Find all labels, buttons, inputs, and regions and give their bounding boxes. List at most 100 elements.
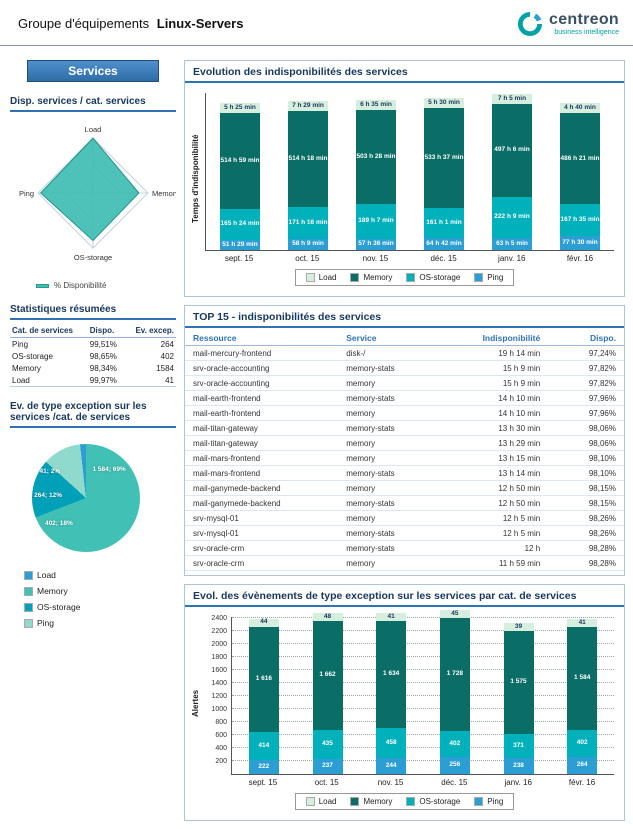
legend-swatch: [305, 273, 315, 282]
legend-swatch: [350, 797, 360, 806]
legend-label: OS-storage: [37, 602, 81, 612]
legend-item-os-storage: OS-storage: [406, 273, 460, 282]
bar-segment-os-storage: 402: [567, 730, 598, 757]
bar-segment-memory: 1 584: [567, 626, 598, 731]
table-cell: 13 h 30 min: [433, 420, 561, 436]
bar-segment-os-storage: 458: [376, 728, 407, 758]
availability-section: Evolution des indisponibilités des servi…: [184, 60, 625, 297]
y-tick-label: 400: [215, 745, 227, 753]
y-tick-label: 1200: [211, 693, 227, 700]
table-row: mail-mars-frontend memory-stats 13 h 14 mi…: [185, 465, 624, 481]
availability-legend: Load Memory OS-storage Ping: [294, 269, 515, 286]
bar-segment-memory: 1 616: [248, 626, 279, 733]
pie-legend: Load Memory OS-storage Ping: [24, 570, 176, 628]
gridline: [232, 642, 614, 644]
x-tick-label: janv. 16: [498, 254, 526, 263]
table-cell: memory-stats: [338, 495, 434, 511]
bar-slot: 41 1 634 458 244: [359, 613, 423, 774]
y-tick-label: 1000: [211, 706, 227, 714]
bar-segment-ping: 58 h 9 min: [288, 239, 328, 250]
table-cell: 97,82%: [560, 360, 624, 376]
radar-section-heading: Disp. services / cat. services: [10, 95, 176, 112]
legend-label: OS-storage: [419, 273, 461, 282]
bar-slot: 7 h 29 min 514 h 18 min 171 h 16 min 58 h 9…: [274, 93, 342, 250]
legend-swatch: [406, 797, 416, 806]
stacked-bar: 6 h 35 min 503 h 28 min 189 h 7 min 57 h 36…: [356, 99, 396, 250]
bar-segment-ping: 64 h 42 min: [424, 237, 464, 250]
table-cell: 98,10%: [560, 450, 624, 466]
table-row: mail-mercury-frontend disk-/19 h 14 min 97…: [185, 345, 624, 361]
stats-cell: 99,97%: [89, 375, 117, 385]
y-tick-label: 2400: [211, 614, 227, 622]
table-cell: 98,28%: [560, 555, 624, 571]
bar-slot: 6 h 35 min 503 h 28 min 189 h 7 min 57 h 36…: [342, 93, 410, 250]
legend-swatch: [24, 586, 33, 596]
table-cell: 12 h 50 min: [433, 495, 561, 511]
gridline: [232, 668, 614, 670]
stacked-bar: 48 1 662 435 237: [312, 613, 343, 774]
bar-segment-ping: 222: [248, 759, 279, 774]
table-cell: memory: [338, 480, 434, 496]
table-row: mail-mars-frontend memory 13 h 15 min 98,10…: [185, 450, 624, 466]
table-cell: memory-stats: [338, 390, 434, 406]
x-tick-label: sept. 15: [224, 254, 254, 263]
bar-segment-ping: 264: [567, 756, 598, 774]
stats-cell: 99,51%: [89, 339, 117, 349]
table-cell: mail-earth-frontend: [185, 405, 339, 421]
legend-swatch: [24, 602, 33, 612]
legend-swatch: [24, 570, 33, 580]
table-cell: memory: [338, 555, 434, 571]
events-ylabel: Alertes: [191, 689, 200, 717]
legend-item-load: Load: [305, 797, 336, 806]
bar-segment-os-storage: 167 h 35 min: [560, 204, 600, 236]
bar-slot: 4 h 40 min 486 h 21 min 167 h 35 min 77 h 3…: [546, 93, 614, 250]
main-content: Evolution des indisponibilités des servi…: [184, 60, 625, 829]
bar-segment-memory: 497 h 6 min: [492, 103, 532, 197]
legend-label: Load: [318, 273, 337, 282]
events-legend: Load Memory OS-storage Ping: [294, 793, 515, 810]
y-tick-label: 1800: [211, 653, 227, 661]
stats-row: OS-storage 98,65% 402: [10, 350, 176, 362]
legend-label: Ping: [487, 797, 504, 806]
bar-segment-memory: 1 575: [503, 631, 534, 735]
gridline: [232, 655, 614, 657]
bar-segment-load: 45: [439, 610, 470, 619]
top15-table: Ressource Service Indisponibilité Dispo. ma…: [185, 330, 624, 571]
y-tick-label: 2000: [211, 640, 227, 648]
top15-header-row: Ressource Service Indisponibilité Dispo.: [185, 330, 624, 346]
pie-label-load: 41; 2%: [39, 467, 61, 475]
table-cell: srv-oracle-accounting: [185, 375, 339, 391]
legend-item-ping: Ping: [474, 797, 503, 806]
stacked-bar: 4 h 40 min 486 h 21 min 167 h 35 min 77 h 3…: [560, 103, 600, 250]
x-tick-label: déc. 15: [441, 778, 468, 787]
legend-label: Load: [37, 570, 56, 580]
sidebar: Services Disp. services / cat. services …: [10, 60, 179, 628]
bar-segment-os-storage: 414: [248, 732, 279, 760]
x-tick-label: sept. 15: [248, 778, 278, 787]
stats-cell: Ping: [12, 339, 29, 349]
table-cell: 98,15%: [560, 480, 624, 496]
stacked-bar: 45 1 728 402 256: [439, 610, 470, 774]
legend-item-memory: Memory: [350, 797, 392, 806]
table-cell: 11 h 59 min: [433, 555, 561, 571]
brand-name: centreon: [549, 10, 619, 28]
stats-cell: 1584: [156, 363, 174, 373]
radar-legend: % Disponibilité: [36, 281, 176, 290]
table-cell: srv-oracle-crm: [185, 540, 339, 556]
table-cell: memory: [338, 450, 434, 466]
bar-segment-ping: 51 h 29 min: [220, 240, 260, 250]
top15-column-header: Service: [338, 330, 434, 346]
x-tick-label: déc. 15: [430, 254, 457, 263]
table-cell: srv-mysql-01: [185, 525, 339, 541]
table-cell: disk-/: [338, 345, 434, 361]
table-cell: 13 h 15 min: [433, 450, 561, 466]
brand-tagline: business intelligence: [554, 28, 619, 36]
table-row: srv-oracle-accounting memory-stats 15 h 9 …: [185, 360, 624, 376]
bar-segment-ping: 244: [376, 758, 407, 774]
top15-title: TOP 15 - indisponibilités des services: [185, 306, 624, 328]
legend-item-ping: Ping: [24, 618, 176, 628]
stats-cell: 41: [165, 375, 174, 385]
table-row: srv-mysql-01 memory-stats 12 h 5 min 98,26%: [185, 525, 624, 541]
table-cell: memory-stats: [338, 525, 434, 541]
stats-cell: 402: [160, 351, 174, 361]
